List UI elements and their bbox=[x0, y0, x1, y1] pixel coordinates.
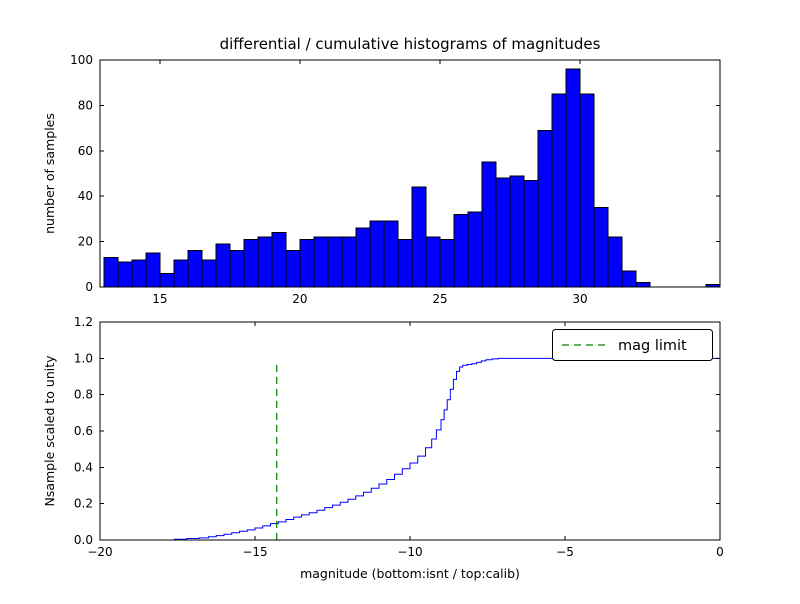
histogram-bar bbox=[383, 220, 399, 288]
histogram-bar bbox=[565, 68, 581, 288]
bottom-x-axis-label: magnitude (bottom:isnt / top:calib) bbox=[300, 566, 520, 581]
histogram-bar bbox=[131, 259, 147, 288]
histogram-bar bbox=[145, 252, 161, 288]
y-tick-label: 1.2 bbox=[74, 315, 93, 329]
x-tick-label: 0 bbox=[716, 545, 724, 559]
y-tick-label: 0.4 bbox=[74, 460, 93, 474]
histogram-bar bbox=[495, 177, 511, 288]
histogram-bar bbox=[341, 236, 357, 288]
y-tick-label: 0.6 bbox=[74, 424, 93, 438]
legend bbox=[552, 329, 713, 361]
y-tick-label: 0.8 bbox=[74, 388, 93, 402]
x-tick-label: 25 bbox=[432, 292, 447, 306]
histogram-bar bbox=[523, 179, 539, 288]
histogram-bar bbox=[509, 175, 525, 288]
legend-label: mag limit bbox=[618, 338, 687, 354]
histogram-bar bbox=[607, 236, 623, 288]
histogram-bar bbox=[481, 161, 497, 288]
histogram-bar bbox=[215, 243, 231, 288]
axes-frame bbox=[99, 321, 721, 541]
histogram-bar bbox=[117, 261, 133, 288]
histogram-bar bbox=[299, 238, 315, 288]
y-tick-label: 20 bbox=[78, 235, 93, 249]
histogram-bar bbox=[425, 236, 441, 288]
histogram-bar bbox=[243, 238, 259, 288]
histogram-subplot: 15 20 25 30 0 20 40 60 80 100 bbox=[70, 53, 721, 306]
x-tick-label: 20 bbox=[292, 292, 307, 306]
histogram-bar bbox=[159, 272, 175, 288]
cumulative-line bbox=[100, 357, 720, 541]
y-tick-label: 1.0 bbox=[74, 351, 93, 365]
histogram-bar bbox=[201, 259, 217, 288]
y-tick-label: 60 bbox=[78, 144, 93, 158]
x-tick-label: −10 bbox=[397, 545, 422, 559]
y-tick-label: 0.2 bbox=[74, 497, 93, 511]
histogram-bar bbox=[411, 186, 427, 288]
histogram-bar bbox=[103, 256, 119, 288]
histogram-bar bbox=[397, 238, 413, 288]
y-tick-label: 0 bbox=[85, 280, 93, 294]
histogram-bar bbox=[593, 207, 609, 288]
histogram-bar bbox=[635, 281, 651, 288]
histogram-bar bbox=[467, 211, 483, 288]
histogram-bar bbox=[621, 270, 637, 288]
histogram-bar bbox=[173, 259, 189, 288]
histogram-bar bbox=[187, 250, 203, 288]
histogram-bar bbox=[439, 238, 455, 288]
histogram-bar bbox=[327, 236, 343, 288]
histogram-bar bbox=[369, 220, 385, 288]
histogram-bar bbox=[453, 213, 469, 288]
top-y-axis-label: number of samples bbox=[42, 113, 57, 234]
y-tick-label: 40 bbox=[78, 189, 93, 203]
x-tick-label: 30 bbox=[572, 292, 587, 306]
bottom-y-axis-label: Nsample scaled to unity bbox=[42, 355, 57, 507]
y-tick-label: 0.0 bbox=[74, 533, 93, 547]
histogram-bar bbox=[579, 93, 595, 288]
histogram-bar bbox=[271, 232, 287, 288]
x-tick-label: −5 bbox=[556, 545, 574, 559]
axes-frame bbox=[99, 59, 721, 288]
legend-box bbox=[552, 329, 713, 361]
histogram-bar bbox=[355, 227, 371, 288]
histogram-bar bbox=[551, 93, 567, 288]
histogram-bar bbox=[257, 236, 273, 288]
x-tick-label: 15 bbox=[152, 292, 167, 306]
x-tick-label: −20 bbox=[87, 545, 112, 559]
histogram-bar bbox=[285, 250, 301, 288]
chart-title: differential / cumulative histograms of … bbox=[220, 35, 601, 53]
y-tick-label: 80 bbox=[78, 98, 93, 112]
histogram-bar bbox=[229, 250, 245, 288]
cumulative-subplot: −20 −15 −10 −5 0 0.0 0.2 0.4 0.6 0.8 1.0 1.2 bbox=[74, 315, 724, 559]
histogram-bar bbox=[313, 236, 329, 288]
x-tick-label: −15 bbox=[242, 545, 267, 559]
y-tick-label: 100 bbox=[70, 53, 93, 67]
histogram-bar bbox=[537, 129, 553, 288]
